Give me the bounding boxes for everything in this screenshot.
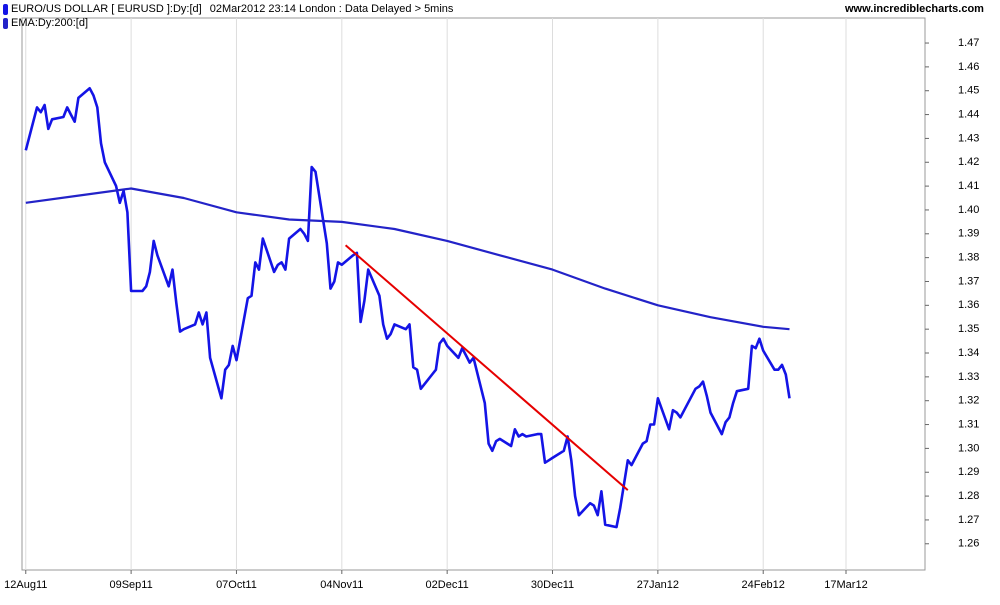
price-line (24, 87, 791, 529)
y-tick-label: 1.37 (958, 275, 979, 287)
y-tick-label: 1.40 (958, 204, 979, 216)
y-tick-label: 1.44 (958, 108, 979, 120)
legend-label: EMA:Dy:200:[d] (11, 17, 88, 29)
y-tick-label: 1.33 (958, 371, 979, 383)
x-tick-label: 07Oct11 (216, 579, 257, 591)
plot-area (21, 17, 926, 571)
legend-name: EMA:Dy:200:[d] (11, 17, 88, 29)
legend-name: EURO/US DOLLAR [ EURUSD ]:Dy:[d] (11, 3, 202, 15)
source: www.incrediblecharts.com (844, 3, 984, 15)
y-tick-label: 1.45 (958, 85, 979, 97)
y-tick-label: 1.35 (958, 323, 979, 335)
x-tick-label: 04Nov11 (320, 579, 363, 591)
y-tick-label: 1.39 (958, 228, 979, 240)
x-tick-label: 17Mar12 (824, 579, 867, 591)
y-tick-label: 1.46 (958, 61, 979, 73)
y-tick-label: 1.30 (958, 442, 979, 454)
y-tick-label: 1.27 (958, 514, 979, 526)
y-tick-label: 1.32 (958, 395, 979, 407)
x-tick-label: 24Feb12 (741, 579, 784, 591)
y-tick-label: 1.26 (958, 538, 979, 550)
y-tick-label: 1.31 (958, 418, 979, 430)
price-line (25, 187, 790, 331)
legend-swatch (3, 18, 8, 29)
y-tick-label: 1.29 (958, 466, 979, 478)
subtitle: 02Mar2012 23:14 London : Data Delayed > … (210, 3, 454, 15)
x-tick-label: 27Jan12 (637, 579, 679, 591)
legend-label: EURO/US DOLLAR [ EURUSD ]:Dy:[d] 02Mar201… (11, 3, 454, 15)
x-tick-label: 30Dec11 (531, 579, 574, 591)
y-tick-label: 1.42 (958, 156, 979, 168)
y-tick-label: 1.36 (958, 299, 979, 311)
x-tick-label: 09Sep11 (109, 579, 152, 591)
y-tick-label: 1.34 (958, 347, 979, 359)
x-tick-label: 02Dec11 (426, 579, 469, 591)
legend-swatch (3, 4, 8, 15)
y-tick-label: 1.28 (958, 490, 979, 502)
y-tick-label: 1.43 (958, 132, 979, 144)
trendline (344, 244, 629, 491)
y-tick-label: 1.38 (958, 252, 979, 264)
y-tick-label: 1.47 (958, 37, 979, 49)
x-tick-label: 12Aug11 (4, 579, 47, 591)
y-tick-label: 1.41 (958, 180, 979, 192)
